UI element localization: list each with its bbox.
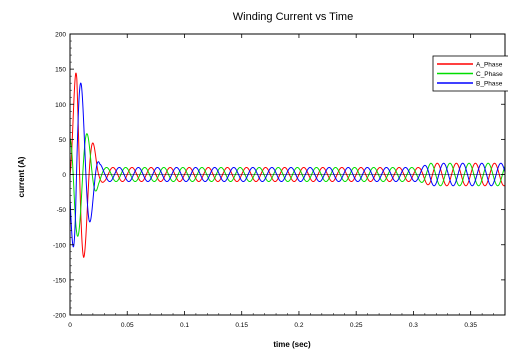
x-tick-label: 0.15 xyxy=(235,322,248,329)
legend-label-c-phase: C_Phase xyxy=(476,71,503,78)
chart-title: Winding Current vs Time xyxy=(233,11,353,23)
y-axis-label: current (A) xyxy=(17,156,26,197)
y-tick-label: 0 xyxy=(62,172,66,179)
x-tick-label: 0.1 xyxy=(180,322,189,329)
x-tick-label: 0.35 xyxy=(464,322,477,329)
series-line-b-phase xyxy=(70,82,505,248)
legend: A_Phase C_Phase B_Phase xyxy=(432,55,508,92)
x-tick-label: 0.2 xyxy=(294,322,303,329)
series-line-c-phase xyxy=(70,133,505,237)
x-tick-label: 0.05 xyxy=(121,322,134,329)
legend-label-b-phase: B_Phase xyxy=(476,81,503,88)
plot-area: -200 -150 -100 -50 0 50 100 150 200 0 0.05 0.1 0.15 0… xyxy=(53,32,506,329)
y-tick-label: 200 xyxy=(55,32,66,39)
y-tick-label: 100 xyxy=(55,102,66,109)
x-tick-label: 0 xyxy=(68,322,72,329)
x-axis-label: time (sec) xyxy=(273,340,311,349)
legend-label-a-phase: A_Phase xyxy=(476,62,503,69)
y-tick-label: -200 xyxy=(53,313,66,320)
x-tick-label: 0.25 xyxy=(350,322,363,329)
y-tick-label: -150 xyxy=(53,277,66,284)
y-tick-label: -100 xyxy=(53,242,66,249)
y-tick-label: -50 xyxy=(57,207,67,214)
y-tick-label: 50 xyxy=(59,137,67,144)
y-tick-label: 150 xyxy=(55,67,66,74)
x-tick-label: 0.3 xyxy=(409,322,418,329)
